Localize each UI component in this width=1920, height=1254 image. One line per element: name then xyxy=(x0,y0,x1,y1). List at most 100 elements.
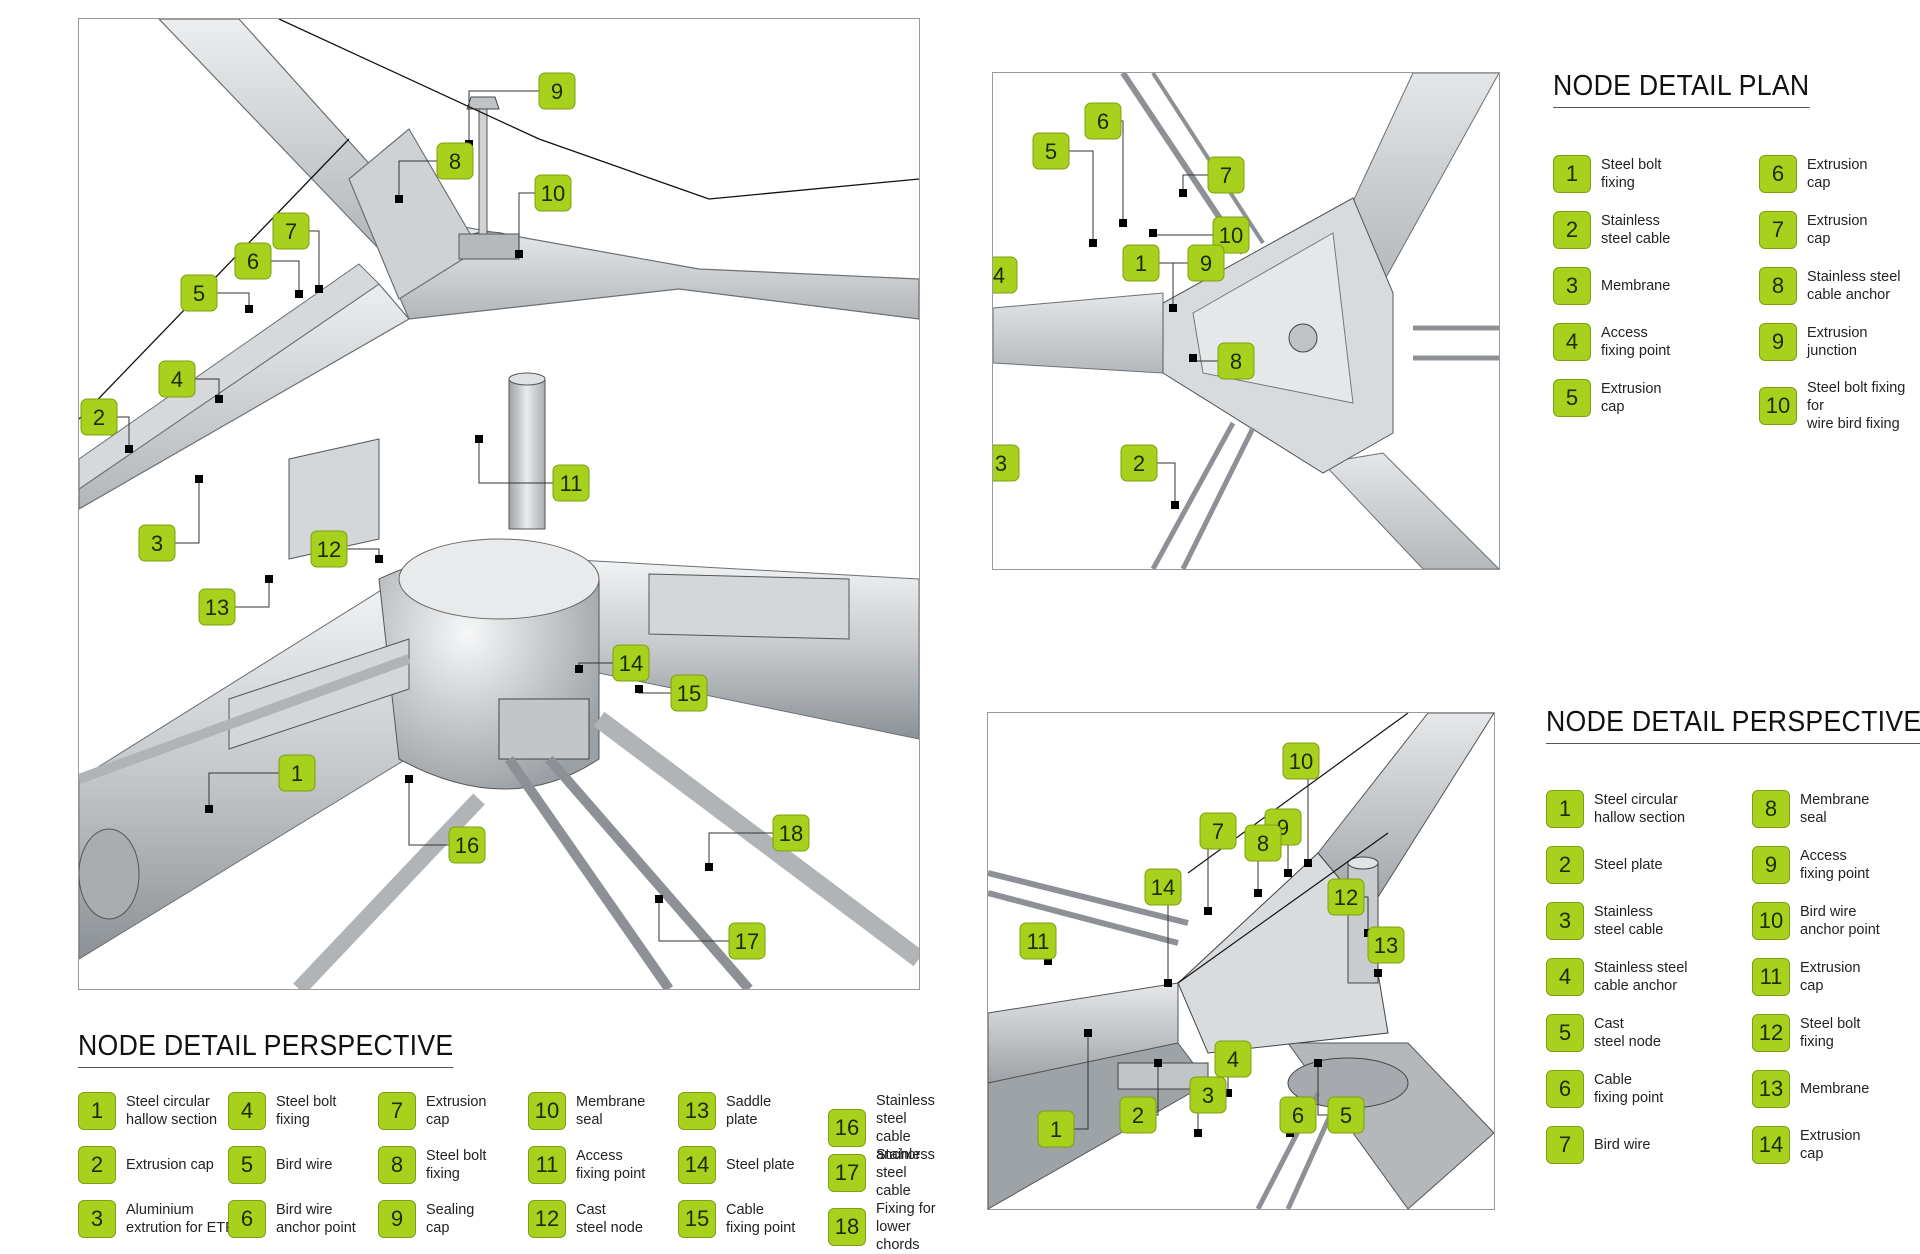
callout-anchor-marker xyxy=(1189,354,1197,362)
callout-anchor-marker xyxy=(1194,1129,1202,1137)
callout-number: 6 xyxy=(1292,1103,1304,1128)
legend-number-badge: 3 xyxy=(78,1200,116,1238)
plan-drawing: 6 5 7 10 9 1 4 8 2 3 xyxy=(992,72,1500,570)
legend-number-badge: 5 xyxy=(1546,1014,1584,1052)
legend-label: Steel plate xyxy=(1594,857,1663,873)
callout-badge xyxy=(310,530,348,568)
callout-number: 3 xyxy=(995,451,1007,476)
legend-item: 7 Extrusion cap xyxy=(1759,211,1867,249)
callout-badge xyxy=(1032,132,1070,170)
callout-badge xyxy=(1119,1096,1157,1134)
callout-number: 8 xyxy=(1230,349,1242,374)
legend-number-badge: 2 xyxy=(1546,846,1584,884)
callout-badge xyxy=(1217,342,1255,380)
callout-anchor-marker xyxy=(205,805,213,813)
callout-number: 4 xyxy=(1227,1047,1239,1072)
callout-badge xyxy=(1189,1076,1227,1114)
callout-badge xyxy=(1122,244,1160,282)
legend-label: Extrusion cap xyxy=(1807,157,1868,191)
legend-item: 12 Cast steel node xyxy=(528,1200,643,1238)
callout-badge xyxy=(1214,1040,1252,1078)
callout-number: 17 xyxy=(735,929,759,954)
callout-anchor-marker xyxy=(1304,859,1312,867)
callout-number: 9 xyxy=(1200,251,1212,276)
legend-number-badge: 16 xyxy=(828,1109,866,1147)
legend-label: Access fixing point xyxy=(576,1148,646,1182)
callout-leader-line xyxy=(478,439,571,484)
callout-badge xyxy=(1037,1110,1075,1148)
callout-number: 7 xyxy=(285,219,297,244)
callout-badge xyxy=(1187,244,1225,282)
legend-label: Sealing cap xyxy=(426,1202,475,1236)
callout-number: 18 xyxy=(779,821,803,846)
callout-badge xyxy=(993,256,1018,294)
callout-badge xyxy=(138,524,176,562)
callout-leader-line xyxy=(398,160,455,199)
legend-label: Cable fixing point xyxy=(1594,1072,1664,1106)
legend-number-badge: 6 xyxy=(1759,155,1797,193)
legend-label: Stainless steel cable xyxy=(1594,904,1664,938)
legend-label: Steel bolt fixing xyxy=(426,1148,487,1182)
legend-number-badge: 7 xyxy=(378,1092,416,1130)
legend-item: 3 Stainless steel cable xyxy=(1546,902,1663,940)
callout-badge xyxy=(1144,868,1182,906)
legend-item: 10 Steel bolt fixing for wire bird fixing xyxy=(1759,379,1913,433)
legend-item: 14 Steel plate xyxy=(678,1146,795,1184)
legend-item: 15 Cable fixing point xyxy=(678,1200,795,1238)
legend-number-badge: 4 xyxy=(1546,958,1584,996)
callout-badge xyxy=(1282,742,1320,780)
callout-badge xyxy=(538,72,576,110)
legend-number-badge: 2 xyxy=(1553,211,1591,249)
callout-number: 3 xyxy=(1202,1083,1214,1108)
callout-anchor-marker xyxy=(1154,1059,1162,1067)
callout-anchor-marker xyxy=(1224,1089,1232,1097)
legend-label: Steel bolt fixing for wire bird fixing xyxy=(1807,380,1906,432)
callout-anchor-marker xyxy=(705,863,713,871)
callout-anchor-marker xyxy=(515,250,523,258)
callout-number: 5 xyxy=(1045,139,1057,164)
legend-item: 2 Stainless steel cable xyxy=(1553,211,1670,249)
callout-number: 10 xyxy=(1289,749,1313,774)
callout-anchor-marker xyxy=(295,290,303,298)
callout-anchor-marker xyxy=(215,395,223,403)
callout-leader-line xyxy=(658,899,747,942)
legend-number-badge: 9 xyxy=(378,1200,416,1238)
callout-badge xyxy=(670,674,708,712)
legend-number-badge: 4 xyxy=(228,1092,266,1130)
plan-legend: 1 Steel bolt fixing 2 Stainless steel cable… xyxy=(1553,155,1913,432)
legend-item: 11 Access fixing point xyxy=(528,1146,645,1184)
callout-badge xyxy=(80,398,118,436)
legend-number-badge: 18 xyxy=(828,1208,866,1246)
callout-number: 9 xyxy=(551,79,563,104)
plan-node-geometry xyxy=(993,73,1499,569)
small-perspective-title: NODE DETAIL PERSPECTIVE xyxy=(1546,706,1920,744)
callout-badge xyxy=(772,814,810,852)
legend-item: 8 Membrane seal xyxy=(1752,790,1869,828)
legend-label: Extrusion cap xyxy=(1800,1128,1861,1162)
callout-badge xyxy=(534,174,572,212)
legend-item: 4 Stainless steel cable anchor xyxy=(1546,958,1688,996)
legend-number-badge: 2 xyxy=(78,1146,116,1184)
callout-anchor-marker xyxy=(1284,869,1292,877)
legend-number-badge: 14 xyxy=(678,1146,716,1184)
legend-number-badge: 1 xyxy=(1546,790,1584,828)
legend-number-badge: 15 xyxy=(678,1200,716,1238)
callout-anchor-marker xyxy=(125,445,133,453)
legend-number-badge: 11 xyxy=(528,1146,566,1184)
callout-badge xyxy=(272,212,310,250)
main-perspective-title: NODE DETAIL PERSPECTIVE xyxy=(78,1030,454,1068)
callout-badge xyxy=(180,274,218,312)
legend-number-badge: 12 xyxy=(528,1200,566,1238)
legend-label: Extrusion cap xyxy=(1807,213,1868,247)
callout-number: 2 xyxy=(1132,1103,1144,1128)
legend-number-badge: 5 xyxy=(1553,379,1591,417)
callout-badge xyxy=(552,464,590,502)
legend-label: Extrusion junction xyxy=(1807,325,1868,359)
legend-number-badge: 1 xyxy=(78,1092,116,1130)
legend-item: 13 Saddle plate xyxy=(678,1092,771,1130)
callout-badge xyxy=(993,444,1020,482)
legend-number-badge: 8 xyxy=(1752,790,1790,828)
legend-number-badge: 9 xyxy=(1752,846,1790,884)
callout-anchor-marker xyxy=(1119,219,1127,227)
